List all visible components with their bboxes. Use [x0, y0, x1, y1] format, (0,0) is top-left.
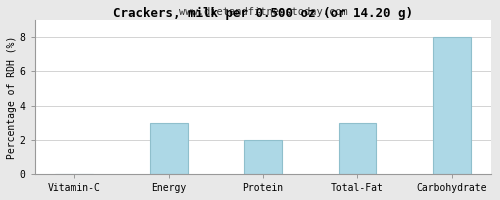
- Bar: [433, 37, 470, 174]
- Text: www.dietandfitnesstoday.com: www.dietandfitnesstoday.com: [178, 7, 348, 17]
- Bar: [338, 123, 376, 174]
- Y-axis label: Percentage of RDH (%): Percentage of RDH (%): [7, 35, 17, 159]
- Title: Crackers, milk per 0.500 oz (or 14.20 g): Crackers, milk per 0.500 oz (or 14.20 g): [113, 7, 413, 20]
- Bar: [150, 123, 188, 174]
- Bar: [244, 140, 282, 174]
